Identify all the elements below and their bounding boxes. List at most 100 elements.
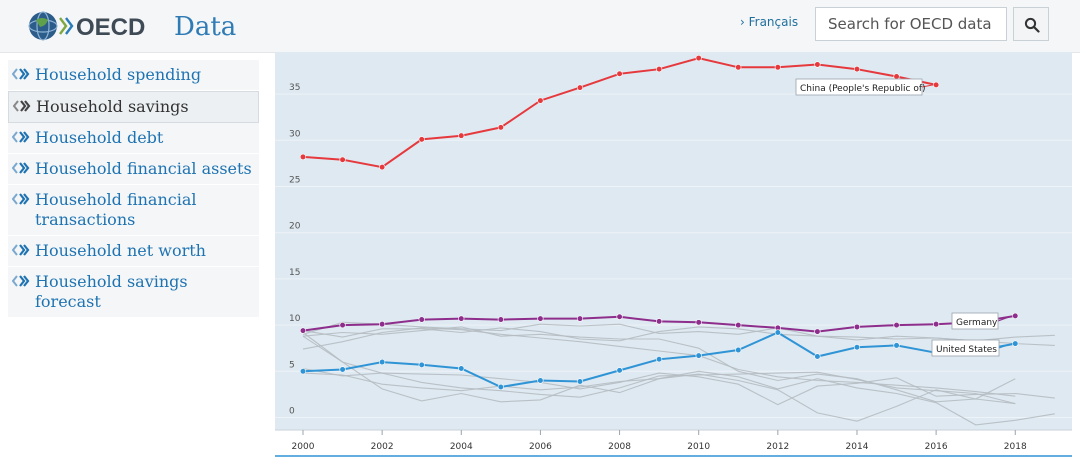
series-label: Germany (956, 318, 998, 328)
series-point (339, 156, 346, 163)
double-chevron-icon (12, 193, 30, 205)
y-tick-label: 35 (289, 83, 300, 93)
series-point (695, 319, 702, 326)
series-point (339, 322, 346, 329)
header-bar: OECD Data › Français (0, 0, 1080, 53)
series-point (933, 321, 940, 328)
sidebar-item-label: Household spending (35, 65, 202, 84)
series-point (893, 322, 900, 329)
series-point (735, 64, 742, 71)
series-label: China (People's Republic of) (800, 84, 926, 94)
sidebar-item-household-financial-assets[interactable]: Household financial assets (8, 154, 259, 185)
series-point (418, 136, 425, 143)
search-input[interactable] (815, 7, 1007, 41)
series-label-box (951, 312, 999, 330)
series-point (576, 378, 584, 385)
series-label-leader (998, 343, 1013, 349)
globe-icon (28, 11, 58, 41)
series-point (853, 344, 861, 351)
series-point (616, 367, 623, 374)
series-point (458, 132, 465, 139)
series-label-leader (921, 84, 934, 88)
sidebar-item-household-financial-transactions[interactable]: Household financial transactions (8, 185, 259, 236)
background-series-line (302, 326, 1016, 405)
sidebar-item-household-net-worth[interactable]: Household net worth (8, 236, 259, 267)
sidebar-item-label: Household financial assets (35, 159, 252, 178)
search-icon (1024, 17, 1040, 33)
household-savings-chart: 0 5 10 15 20 25 30 35 China (People's Republic o… (275, 52, 1072, 464)
series-point (418, 361, 425, 368)
y-tick-label: 0 (289, 407, 295, 417)
sidebar-item-household-debt[interactable]: Household debt (8, 123, 259, 154)
chart-svg: 0 5 10 15 20 25 30 35 China (People's Republic o… (275, 52, 1072, 464)
series-point (656, 66, 663, 73)
x-tick-label: 2018 (1004, 442, 1027, 452)
background-series-line (302, 332, 1016, 405)
y-tick-label: 15 (289, 268, 300, 278)
series-point (497, 383, 504, 391)
sidebar-item-label: Household debt (35, 128, 164, 147)
series-point (735, 346, 742, 354)
series-point (656, 318, 663, 325)
sidebar-item-label: Household financial transactions (35, 190, 197, 229)
series-point (458, 365, 465, 372)
series-point (379, 163, 386, 171)
x-tick-label: 2014 (846, 442, 869, 452)
series-point (537, 315, 544, 322)
sidebar-item-household-savings[interactable]: Household savings (8, 91, 259, 123)
double-chevron-icon (12, 275, 30, 287)
x-tick-label: 2012 (766, 442, 789, 452)
series-point (853, 323, 861, 331)
x-tick-label: 2010 (687, 442, 710, 452)
double-chevron-icon (12, 162, 30, 174)
x-tick-label: 2008 (608, 442, 631, 452)
background-series-line (302, 327, 1016, 397)
language-link-french[interactable]: › Français (740, 15, 799, 29)
x-tick-label: 2006 (529, 442, 552, 452)
background-series-line (302, 367, 1055, 406)
series-point (1012, 340, 1019, 347)
series-point (656, 356, 663, 363)
series-label-box (795, 78, 923, 96)
x-axis-band (275, 430, 1072, 464)
series-point (735, 322, 742, 329)
series-point (616, 70, 623, 77)
double-chevron-icon (12, 68, 30, 80)
series-point (537, 97, 544, 104)
sidebar-item-label: Household savings (36, 97, 189, 116)
logo-chevrons-icon (59, 17, 74, 35)
series-point (893, 73, 900, 80)
series-label: United States (936, 345, 997, 355)
background-series-line (302, 372, 1016, 422)
search-button[interactable] (1013, 7, 1049, 41)
y-tick-label: 20 (289, 222, 301, 232)
series-point (379, 321, 386, 328)
sidebar-item-label: Household savings forecast (35, 272, 188, 311)
sidebar-item-label: Household net worth (35, 241, 206, 260)
sidebar-item-household-savings-forecast[interactable]: Household savings forecast (8, 267, 259, 318)
series-point (339, 366, 346, 373)
series-point (379, 358, 386, 366)
series-point (497, 124, 504, 131)
series-point (1012, 312, 1019, 319)
series-point (893, 342, 900, 349)
x-tick-label: 2004 (450, 442, 473, 452)
series-point (814, 61, 821, 68)
series-point (814, 353, 821, 360)
series-point (299, 368, 307, 375)
y-tick-label: 10 (289, 314, 301, 324)
sidebar-item-household-spending[interactable]: Household spending (8, 60, 259, 91)
series-point (418, 316, 425, 323)
series-point (458, 315, 465, 322)
series-label-box (931, 339, 1000, 357)
series-point (576, 84, 584, 91)
series-point (616, 313, 623, 320)
oecd-logo[interactable]: OECD Data (28, 8, 268, 44)
double-chevron-icon (12, 131, 30, 143)
series-point (497, 316, 504, 323)
section-title: Data (174, 12, 236, 42)
y-tick-label: 30 (289, 129, 301, 139)
double-chevron-icon (12, 244, 30, 256)
series-point (576, 315, 584, 322)
series-point (853, 66, 861, 73)
